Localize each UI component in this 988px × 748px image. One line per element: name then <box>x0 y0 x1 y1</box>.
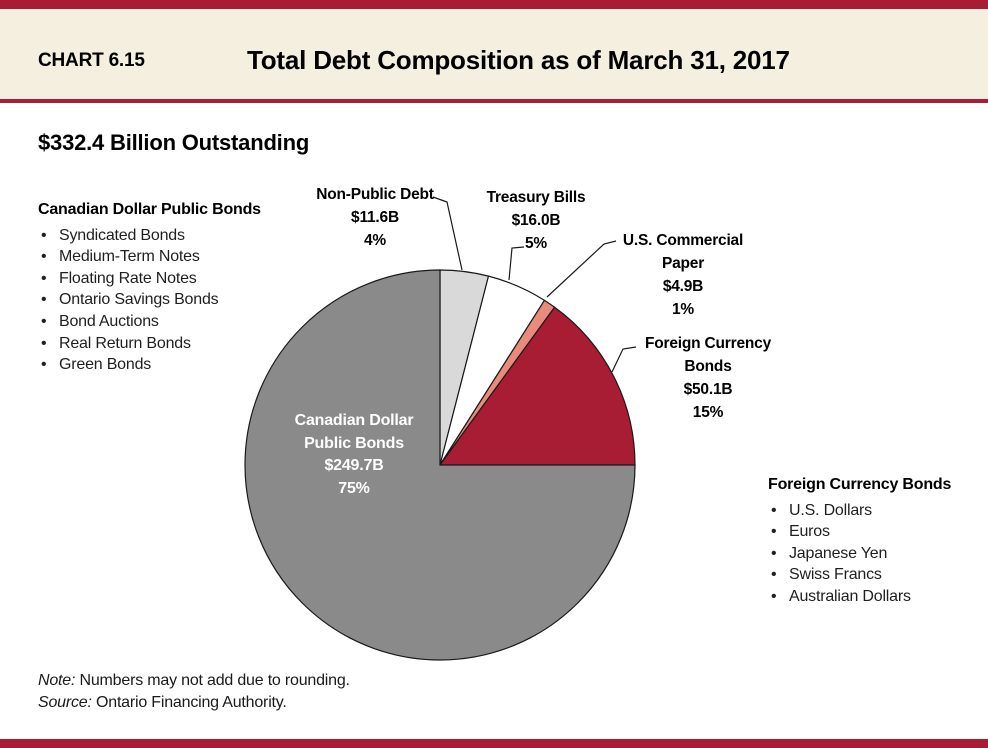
list-item: Syndicated Bonds <box>38 225 278 247</box>
source-text: Ontario Financing Authority. <box>91 694 287 711</box>
source-line: Source: Ontario Financing Authority. <box>38 692 350 714</box>
list-item: Ontario Savings Bonds <box>38 289 278 311</box>
slice-label: Canadian Dollar <box>294 412 414 429</box>
bottom-accent-bar <box>0 739 988 748</box>
note-text: Numbers may not add due to rounding. <box>75 672 350 689</box>
callout-label: U.S. Commercial <box>622 232 744 249</box>
callout-leader-line <box>611 346 637 373</box>
list-item: Australian Dollars <box>768 586 978 608</box>
callout-amount: $50.1B <box>683 381 733 398</box>
list-item: Swiss Francs <box>768 564 978 586</box>
list-item: Bond Auctions <box>38 311 278 333</box>
note-line: Note: Numbers may not add due to roundin… <box>38 670 350 692</box>
callout-foreign-currency-bonds: Foreign Currency Bonds $50.1B 15% <box>598 332 818 424</box>
callout-label: Paper <box>661 255 705 272</box>
foreign-currency-bonds-list: Foreign Currency Bonds U.S. DollarsEuros… <box>768 474 978 608</box>
list-item: Euros <box>768 521 978 543</box>
total-outstanding-label: $332.4 Billion Outstanding <box>38 130 310 155</box>
list-item: U.S. Dollars <box>768 500 978 522</box>
note-label: Note: <box>38 672 76 689</box>
callout-amount: $11.6B <box>351 209 399 226</box>
top-accent-bar <box>0 0 988 9</box>
callout-percent: 5% <box>524 235 547 252</box>
callout-leader-line <box>546 240 617 298</box>
list-item: Medium-Term Notes <box>38 246 278 268</box>
callout-leader-line <box>508 246 525 281</box>
pie-center-label: Canadian Dollar Public Bonds $249.7B 75% <box>254 410 454 500</box>
slice-label: Public Bonds <box>304 434 404 452</box>
list-item: Japanese Yen <box>768 543 978 565</box>
right-list-items: U.S. DollarsEurosJapanese YenSwiss Franc… <box>768 500 978 608</box>
callout-leader-line <box>432 196 463 271</box>
callout-label: Bonds <box>684 358 732 375</box>
chart-title: Total Debt Composition as of March 31, 2… <box>247 45 790 75</box>
chart-number-label: CHART 6.15 <box>38 50 145 71</box>
callout-treasury-bills: Treasury Bills $16.0B 5% <box>426 186 646 255</box>
left-list-items: Syndicated BondsMedium-Term NotesFloatin… <box>38 225 278 376</box>
list-item: Floating Rate Notes <box>38 268 278 290</box>
left-list-heading: Canadian Dollar Public Bonds <box>38 201 261 218</box>
pie-slice-foreign-currency-bonds <box>438 306 636 466</box>
callout-percent: 4% <box>363 232 386 249</box>
callout-us-commercial-paper: U.S. Commercial Paper $4.9B 1% <box>573 229 793 321</box>
callout-label: Foreign Currency <box>645 335 771 352</box>
chart-header: CHART 6.15 Total Debt Composition as of … <box>0 9 988 99</box>
canadian-dollar-bonds-list: Canadian Dollar Public Bonds Syndicated … <box>38 199 278 376</box>
footnotes: Note: Numbers may not add due to roundin… <box>38 670 350 714</box>
list-item: Green Bonds <box>38 354 278 376</box>
callout-non-public-debt: Non-Public Debt $11.6B 4% <box>265 183 485 252</box>
callout-amount: $16.0B <box>511 212 561 229</box>
pie-slice-canadian-dollar-public-bonds <box>244 269 636 661</box>
callout-percent: 1% <box>671 301 694 318</box>
slice-amount: $249.7B <box>324 457 384 474</box>
callout-label: Non-Public Debt <box>316 186 434 203</box>
callout-amount: $4.9B <box>662 278 704 295</box>
right-list-heading: Foreign Currency Bonds <box>768 476 952 493</box>
header-rule <box>0 99 988 103</box>
list-item: Real Return Bonds <box>38 333 278 355</box>
callout-label: Treasury Bills <box>486 189 586 206</box>
callout-percent: 15% <box>692 404 724 421</box>
source-label: Source: <box>38 694 92 711</box>
slice-percent: 75% <box>338 479 370 497</box>
